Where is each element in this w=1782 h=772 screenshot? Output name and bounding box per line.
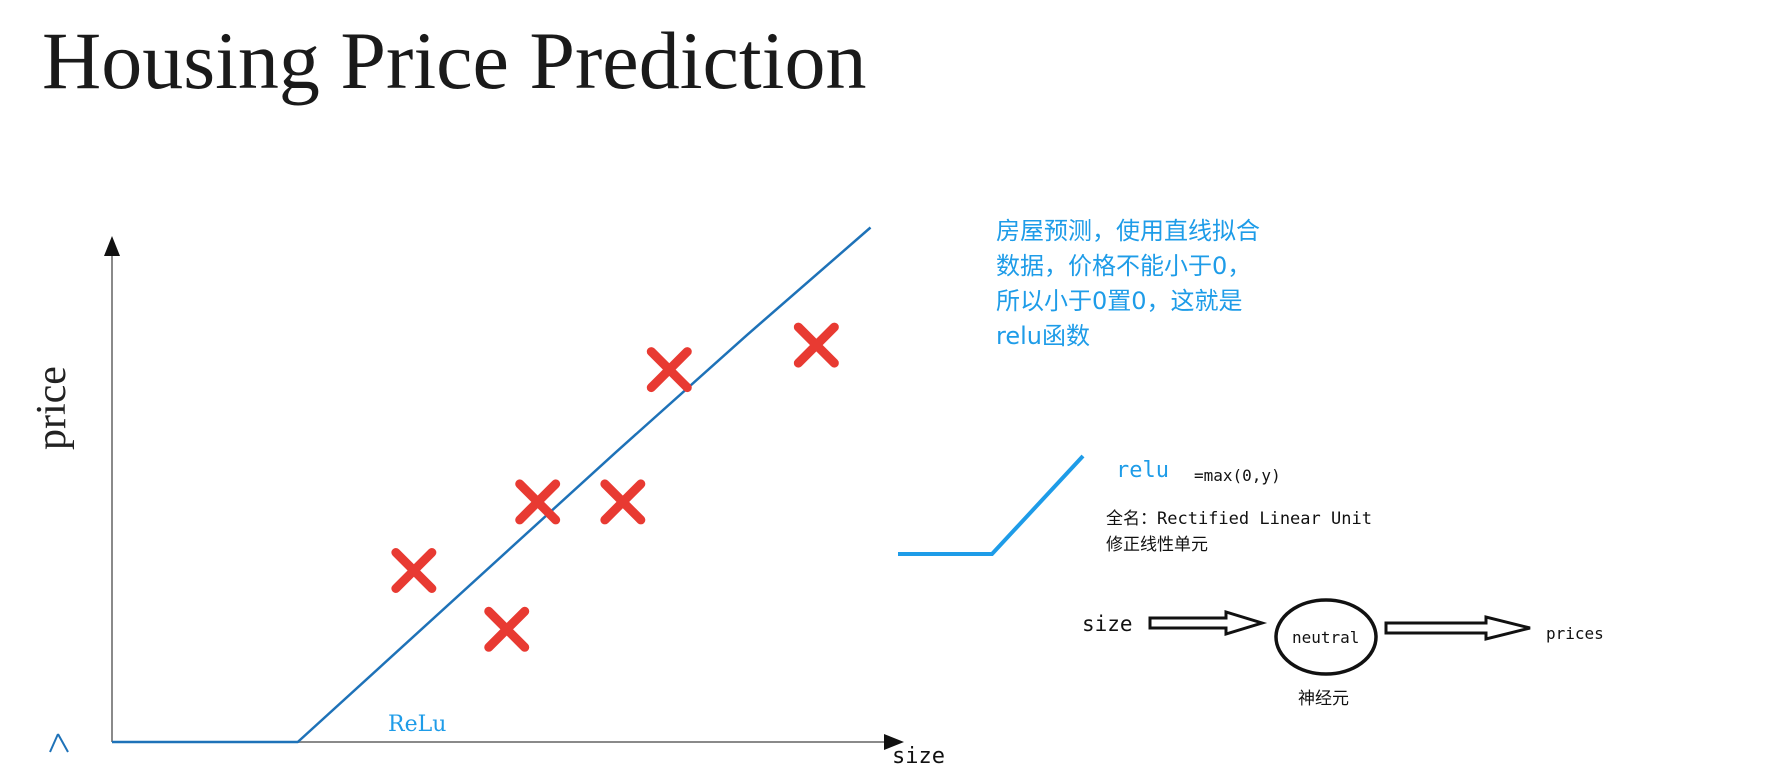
neuron-node-label: neutral (1292, 628, 1360, 647)
data-point-marker (646, 347, 692, 393)
y-axis-arrow (104, 236, 120, 256)
relu-graph-line (898, 454, 1085, 556)
neuron-circle (1274, 598, 1378, 676)
relu-label: relu (1116, 458, 1169, 483)
stray-mark (49, 733, 69, 753)
fit-line-label: ReLu (388, 712, 447, 737)
data-point-marker (793, 322, 839, 368)
x-axis-arrow (884, 734, 904, 750)
output-arrow (1384, 615, 1531, 641)
data-point-marker (391, 548, 437, 593)
neuron-caption: 神经元 (1298, 689, 1349, 709)
data-point-marker (484, 606, 530, 652)
neuron-input-label: size (1082, 612, 1133, 636)
neuron-diagram (1148, 598, 1531, 676)
neuron-output-label: prices (1546, 624, 1604, 643)
x-axis-label: size (892, 744, 945, 769)
relu-fullname-zh: 修正线性单元 (1106, 535, 1208, 555)
data-point-marker (600, 479, 646, 525)
fit-line (112, 226, 872, 744)
relu-formula: =max(0,y) (1194, 466, 1281, 485)
input-arrow (1148, 609, 1268, 637)
y-axis-label: price (29, 366, 75, 450)
chart-axes (104, 236, 904, 750)
explanation-note: 房屋预测，使用直线拟合数据，价格不能小于0，所以小于0置0，这就是relu函数 (996, 217, 1260, 350)
slide-title: Housing Price Prediction (42, 15, 867, 106)
relu-fullname: 全名：Rectified Linear Unit 修正线性单元 (1106, 506, 1372, 558)
scatter-points (391, 322, 839, 652)
fit-line-layer (112, 226, 872, 744)
relu-graph (898, 454, 1085, 556)
data-point-marker (515, 479, 561, 525)
relu-fullname-en: 全名：Rectified Linear Unit (1106, 509, 1372, 529)
